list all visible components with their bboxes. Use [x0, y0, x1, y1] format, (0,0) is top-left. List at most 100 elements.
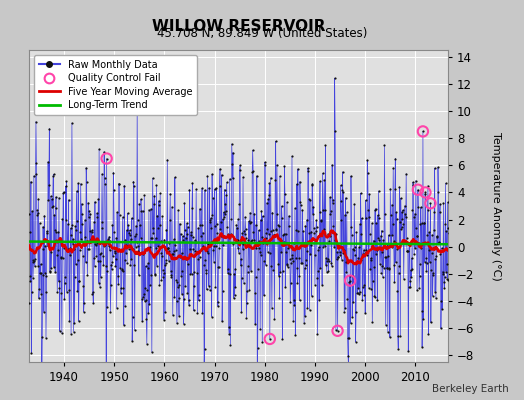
Point — [374, 188, 383, 194]
Point — [32, 159, 40, 166]
Point — [362, 197, 370, 204]
Point — [198, 221, 206, 228]
Point — [85, 246, 94, 252]
Point — [362, 247, 370, 254]
Point — [387, 241, 395, 248]
Point — [59, 189, 68, 195]
Point — [125, 229, 134, 236]
Point — [399, 207, 407, 213]
Point — [239, 241, 248, 247]
Point — [50, 264, 58, 270]
Point — [209, 195, 217, 201]
Point — [101, 174, 109, 181]
Point — [445, 230, 453, 236]
Point — [416, 272, 424, 279]
Point — [36, 270, 45, 277]
Point — [226, 341, 235, 348]
Point — [289, 240, 298, 246]
Point — [442, 268, 450, 275]
Point — [73, 218, 81, 225]
Point — [144, 264, 152, 271]
Point — [231, 284, 239, 290]
Point — [355, 291, 364, 297]
Point — [77, 180, 85, 187]
Point — [96, 284, 104, 290]
Point — [230, 270, 238, 277]
Point — [323, 258, 331, 264]
Point — [117, 284, 125, 291]
Point — [350, 201, 358, 207]
Point — [128, 338, 136, 344]
Point — [34, 263, 42, 269]
Point — [398, 208, 406, 215]
Point — [431, 255, 440, 262]
Point — [376, 260, 384, 267]
Point — [400, 202, 409, 209]
Point — [275, 295, 283, 301]
Point — [272, 162, 281, 168]
Point — [141, 263, 150, 269]
Point — [148, 349, 156, 355]
Point — [38, 382, 46, 388]
Point — [430, 209, 439, 215]
Point — [69, 329, 78, 335]
Point — [378, 263, 387, 269]
Point — [181, 234, 190, 241]
Point — [28, 289, 36, 296]
Point — [402, 235, 411, 242]
Point — [390, 262, 398, 268]
Point — [363, 157, 372, 163]
Point — [92, 242, 100, 248]
Point — [110, 187, 118, 194]
Point — [310, 224, 318, 231]
Point — [189, 246, 198, 252]
Point — [360, 282, 368, 289]
Point — [291, 332, 300, 338]
Point — [83, 272, 92, 279]
Point — [308, 182, 316, 188]
Point — [144, 260, 152, 267]
Point — [90, 263, 99, 270]
Point — [322, 268, 331, 275]
Point — [235, 201, 244, 208]
Point — [311, 237, 320, 244]
Point — [185, 246, 194, 252]
Point — [56, 235, 64, 242]
Point — [30, 258, 38, 264]
Point — [91, 240, 100, 247]
Point — [108, 259, 116, 266]
Point — [228, 175, 237, 182]
Point — [346, 320, 355, 326]
Point — [68, 222, 77, 228]
Point — [301, 223, 310, 229]
Point — [328, 263, 336, 269]
Point — [394, 345, 402, 352]
Point — [26, 228, 34, 235]
Point — [65, 318, 73, 324]
Point — [71, 223, 80, 230]
Point — [333, 249, 341, 255]
Point — [432, 233, 441, 239]
Point — [375, 237, 384, 244]
Point — [352, 339, 360, 345]
Point — [198, 185, 206, 192]
Point — [400, 238, 408, 244]
Point — [175, 282, 183, 289]
Point — [229, 149, 237, 156]
Point — [298, 207, 307, 213]
Point — [286, 299, 294, 306]
Point — [365, 191, 374, 198]
Point — [426, 244, 434, 250]
Point — [291, 205, 299, 211]
Point — [105, 233, 113, 240]
Point — [227, 216, 235, 222]
Point — [136, 222, 144, 228]
Point — [350, 246, 358, 253]
Point — [344, 352, 352, 359]
Point — [78, 221, 86, 227]
Point — [337, 198, 345, 205]
Point — [275, 223, 283, 229]
Point — [80, 308, 88, 315]
Point — [296, 297, 304, 304]
Point — [225, 176, 234, 182]
